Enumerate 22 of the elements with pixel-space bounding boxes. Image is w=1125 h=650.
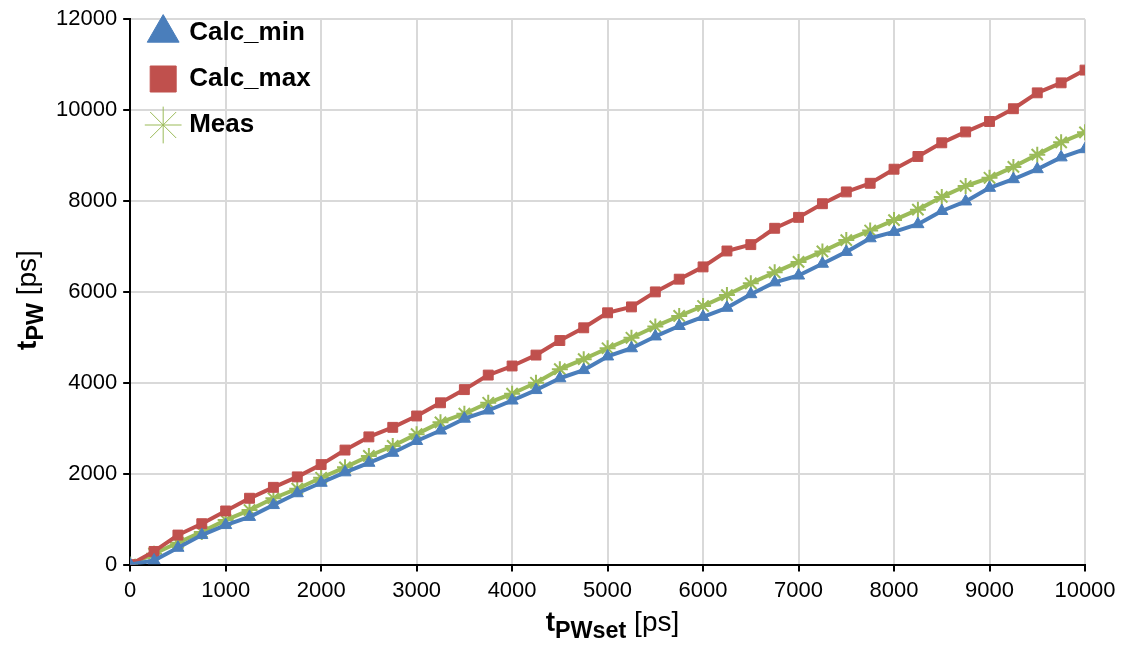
x-tick-label: 1000 [201, 576, 251, 602]
y-tick-label: 10000 [55, 96, 118, 122]
x-tick-label: 3000 [392, 576, 442, 602]
y-tick-label: 8000 [68, 187, 118, 213]
y-tick-label: 4000 [68, 368, 118, 394]
legend-label: Calc_min [189, 16, 305, 47]
y-tick-label: 12000 [55, 5, 118, 31]
legend-label: Meas [189, 108, 255, 139]
y-tick-label: 0 [104, 550, 118, 576]
x-tick-label: 7000 [774, 576, 824, 602]
x-tick-label: 6000 [678, 576, 728, 602]
x-tick-label: 9000 [965, 576, 1014, 602]
y-tick-label: 2000 [68, 459, 118, 485]
x-tick-label: 5000 [583, 576, 633, 602]
x-tick-label: 2000 [296, 576, 346, 602]
y-tick-label: 6000 [68, 277, 118, 303]
legend-label: Calc_max [189, 62, 312, 93]
x-tick-label: 8000 [869, 576, 919, 602]
x-tick-label: 10000 [1054, 576, 1116, 602]
x-tick-label: 4000 [487, 576, 537, 602]
x-tick-label: 0 [124, 576, 137, 602]
x-axis-title: t$_{PWset}$ [ps] [545, 606, 680, 643]
